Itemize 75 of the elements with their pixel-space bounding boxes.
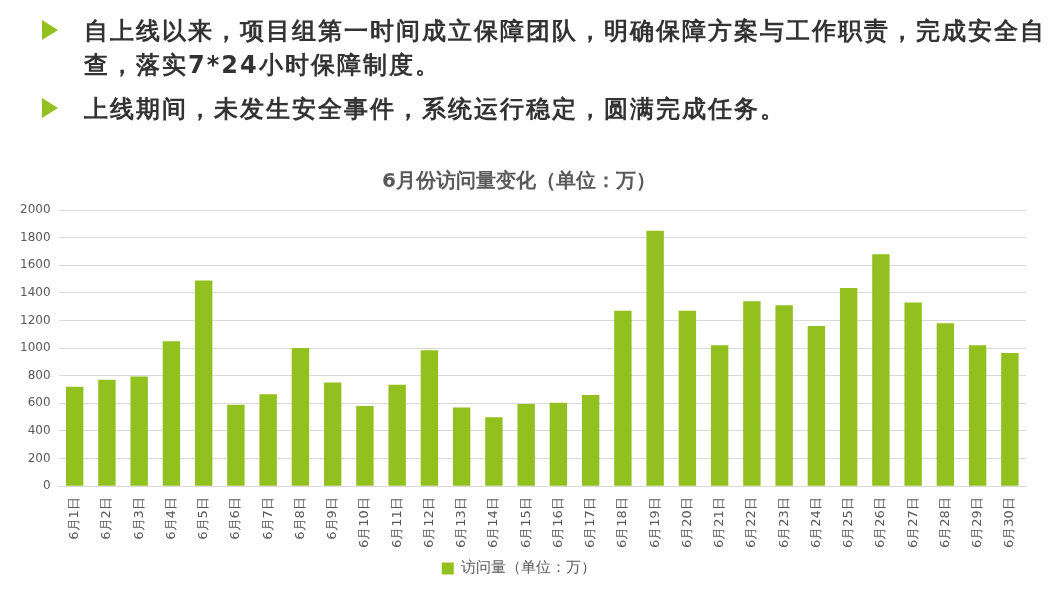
bar [485, 417, 503, 486]
x-tick-label: 6月15日 [517, 497, 533, 549]
x-tick-label: 6月27日 [904, 497, 920, 549]
y-tick-label: 800 [27, 367, 51, 382]
x-tick-label: 6月24日 [807, 497, 823, 549]
bar [904, 302, 922, 486]
bar [710, 345, 729, 486]
bar [968, 345, 987, 486]
bar [194, 280, 213, 486]
x-tick-label: 6月3日 [130, 497, 146, 540]
x-tick-label: 6月25日 [840, 497, 856, 549]
x-tick-label: 6月21日 [711, 497, 727, 549]
x-tick-label: 6月11日 [388, 497, 404, 549]
y-tick-label: 1200 [19, 312, 51, 327]
x-tick-label: 6月17日 [582, 497, 598, 549]
bar [388, 384, 406, 486]
bar [549, 402, 568, 486]
x-tick-label: 6月18日 [614, 497, 630, 549]
bar [678, 310, 697, 486]
bar [646, 230, 664, 486]
x-tick-label: 6月5日 [195, 497, 211, 540]
y-tick-label: 600 [27, 395, 51, 410]
bar [65, 386, 84, 486]
x-tick-label: 6月2日 [98, 497, 114, 540]
x-tick-label: 6月30日 [1001, 497, 1017, 549]
x-tick-label: 6月16日 [549, 497, 565, 549]
text: 自上线以来，项目组第一时间成立保障团队，明确保障方案与工作职责，完成安全自查，落实7*24小时保障制度。 [84, 16, 1047, 81]
y-tick-label: 1600 [19, 257, 51, 272]
x-tick-label: 6月20日 [678, 497, 694, 549]
y-tick-label: 1400 [19, 284, 51, 299]
x-tick-label: 6月4日 [162, 497, 178, 540]
x-tick-label: 6月10日 [356, 497, 372, 549]
bar [356, 406, 374, 486]
bar [743, 301, 761, 486]
y-tick-label: 1800 [19, 229, 51, 244]
bar [227, 404, 245, 486]
x-tick-label: 6月12日 [420, 497, 436, 549]
x-tick-label: 6月19日 [646, 497, 662, 549]
x-tick-label: 6月8日 [291, 497, 307, 540]
y-tick-label: 2000 [19, 202, 51, 217]
bar [130, 376, 148, 486]
x-tick-label: 6月26日 [872, 497, 888, 549]
bar [452, 407, 471, 486]
bar [1001, 352, 1019, 486]
y-tick-label: 200 [27, 450, 51, 465]
bar [98, 379, 116, 486]
x-tick-label: 6月9日 [324, 497, 340, 540]
y-tick-label: 0 [42, 478, 51, 493]
bar [614, 310, 632, 486]
x-tick-label: 6月7日 [259, 497, 275, 540]
text: 上线期间，未发生安全事件，系统运行稳定，圆满完成任务。 [84, 94, 786, 125]
bar [517, 404, 535, 486]
x-tick-label: 6月13日 [453, 497, 469, 549]
y-tick-label: 400 [27, 423, 51, 438]
chart-title: 6月份访问量变化（单位：万） [382, 168, 656, 193]
x-tick-label: 6月28日 [936, 497, 952, 549]
bar [839, 288, 858, 486]
bar [872, 254, 890, 486]
bar [581, 395, 600, 486]
bar [259, 394, 277, 486]
bar [807, 326, 826, 486]
bar [291, 348, 310, 486]
bar [162, 341, 181, 486]
x-tick-label: 6月29日 [969, 497, 984, 549]
x-tick-label: 6月22日 [743, 497, 759, 549]
bar [323, 382, 342, 486]
x-tick-label: 6月14日 [485, 497, 501, 549]
x-tick-label: 6月6日 [227, 497, 243, 540]
x-tick-label: 6月23日 [775, 497, 791, 549]
bar [775, 305, 793, 486]
y-tick-label: 1000 [19, 340, 51, 355]
bar [420, 350, 439, 486]
legend-label: 访问量（单位：万） [461, 558, 597, 577]
x-tick-label: 6月1日 [66, 497, 82, 540]
bar [936, 323, 955, 486]
